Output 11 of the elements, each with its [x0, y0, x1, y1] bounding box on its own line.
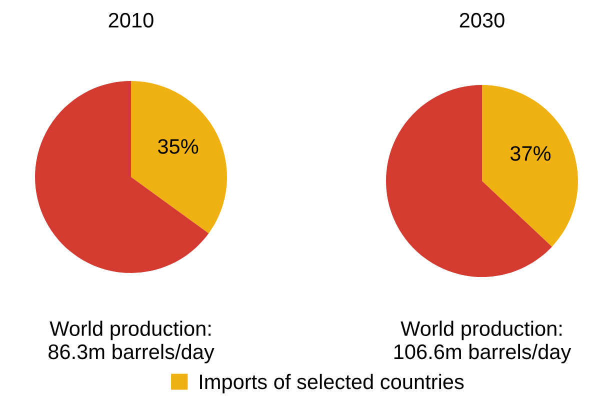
chart-title: 2010: [108, 12, 154, 28]
legend-label: Imports of selected countries: [200, 374, 464, 394]
pie-slice: [35, 81, 209, 273]
data-label: 37%: [510, 146, 551, 161]
pie-slice: [131, 81, 227, 234]
text: World production: 86.3m barrels/day: [48, 320, 214, 364]
data-label: 35%: [158, 139, 198, 154]
pie-slice: [386, 85, 552, 277]
pie-slice: [482, 85, 578, 247]
chart-title: 2030: [460, 12, 504, 28]
text: World production: 106.6m barrels/day: [394, 320, 572, 364]
